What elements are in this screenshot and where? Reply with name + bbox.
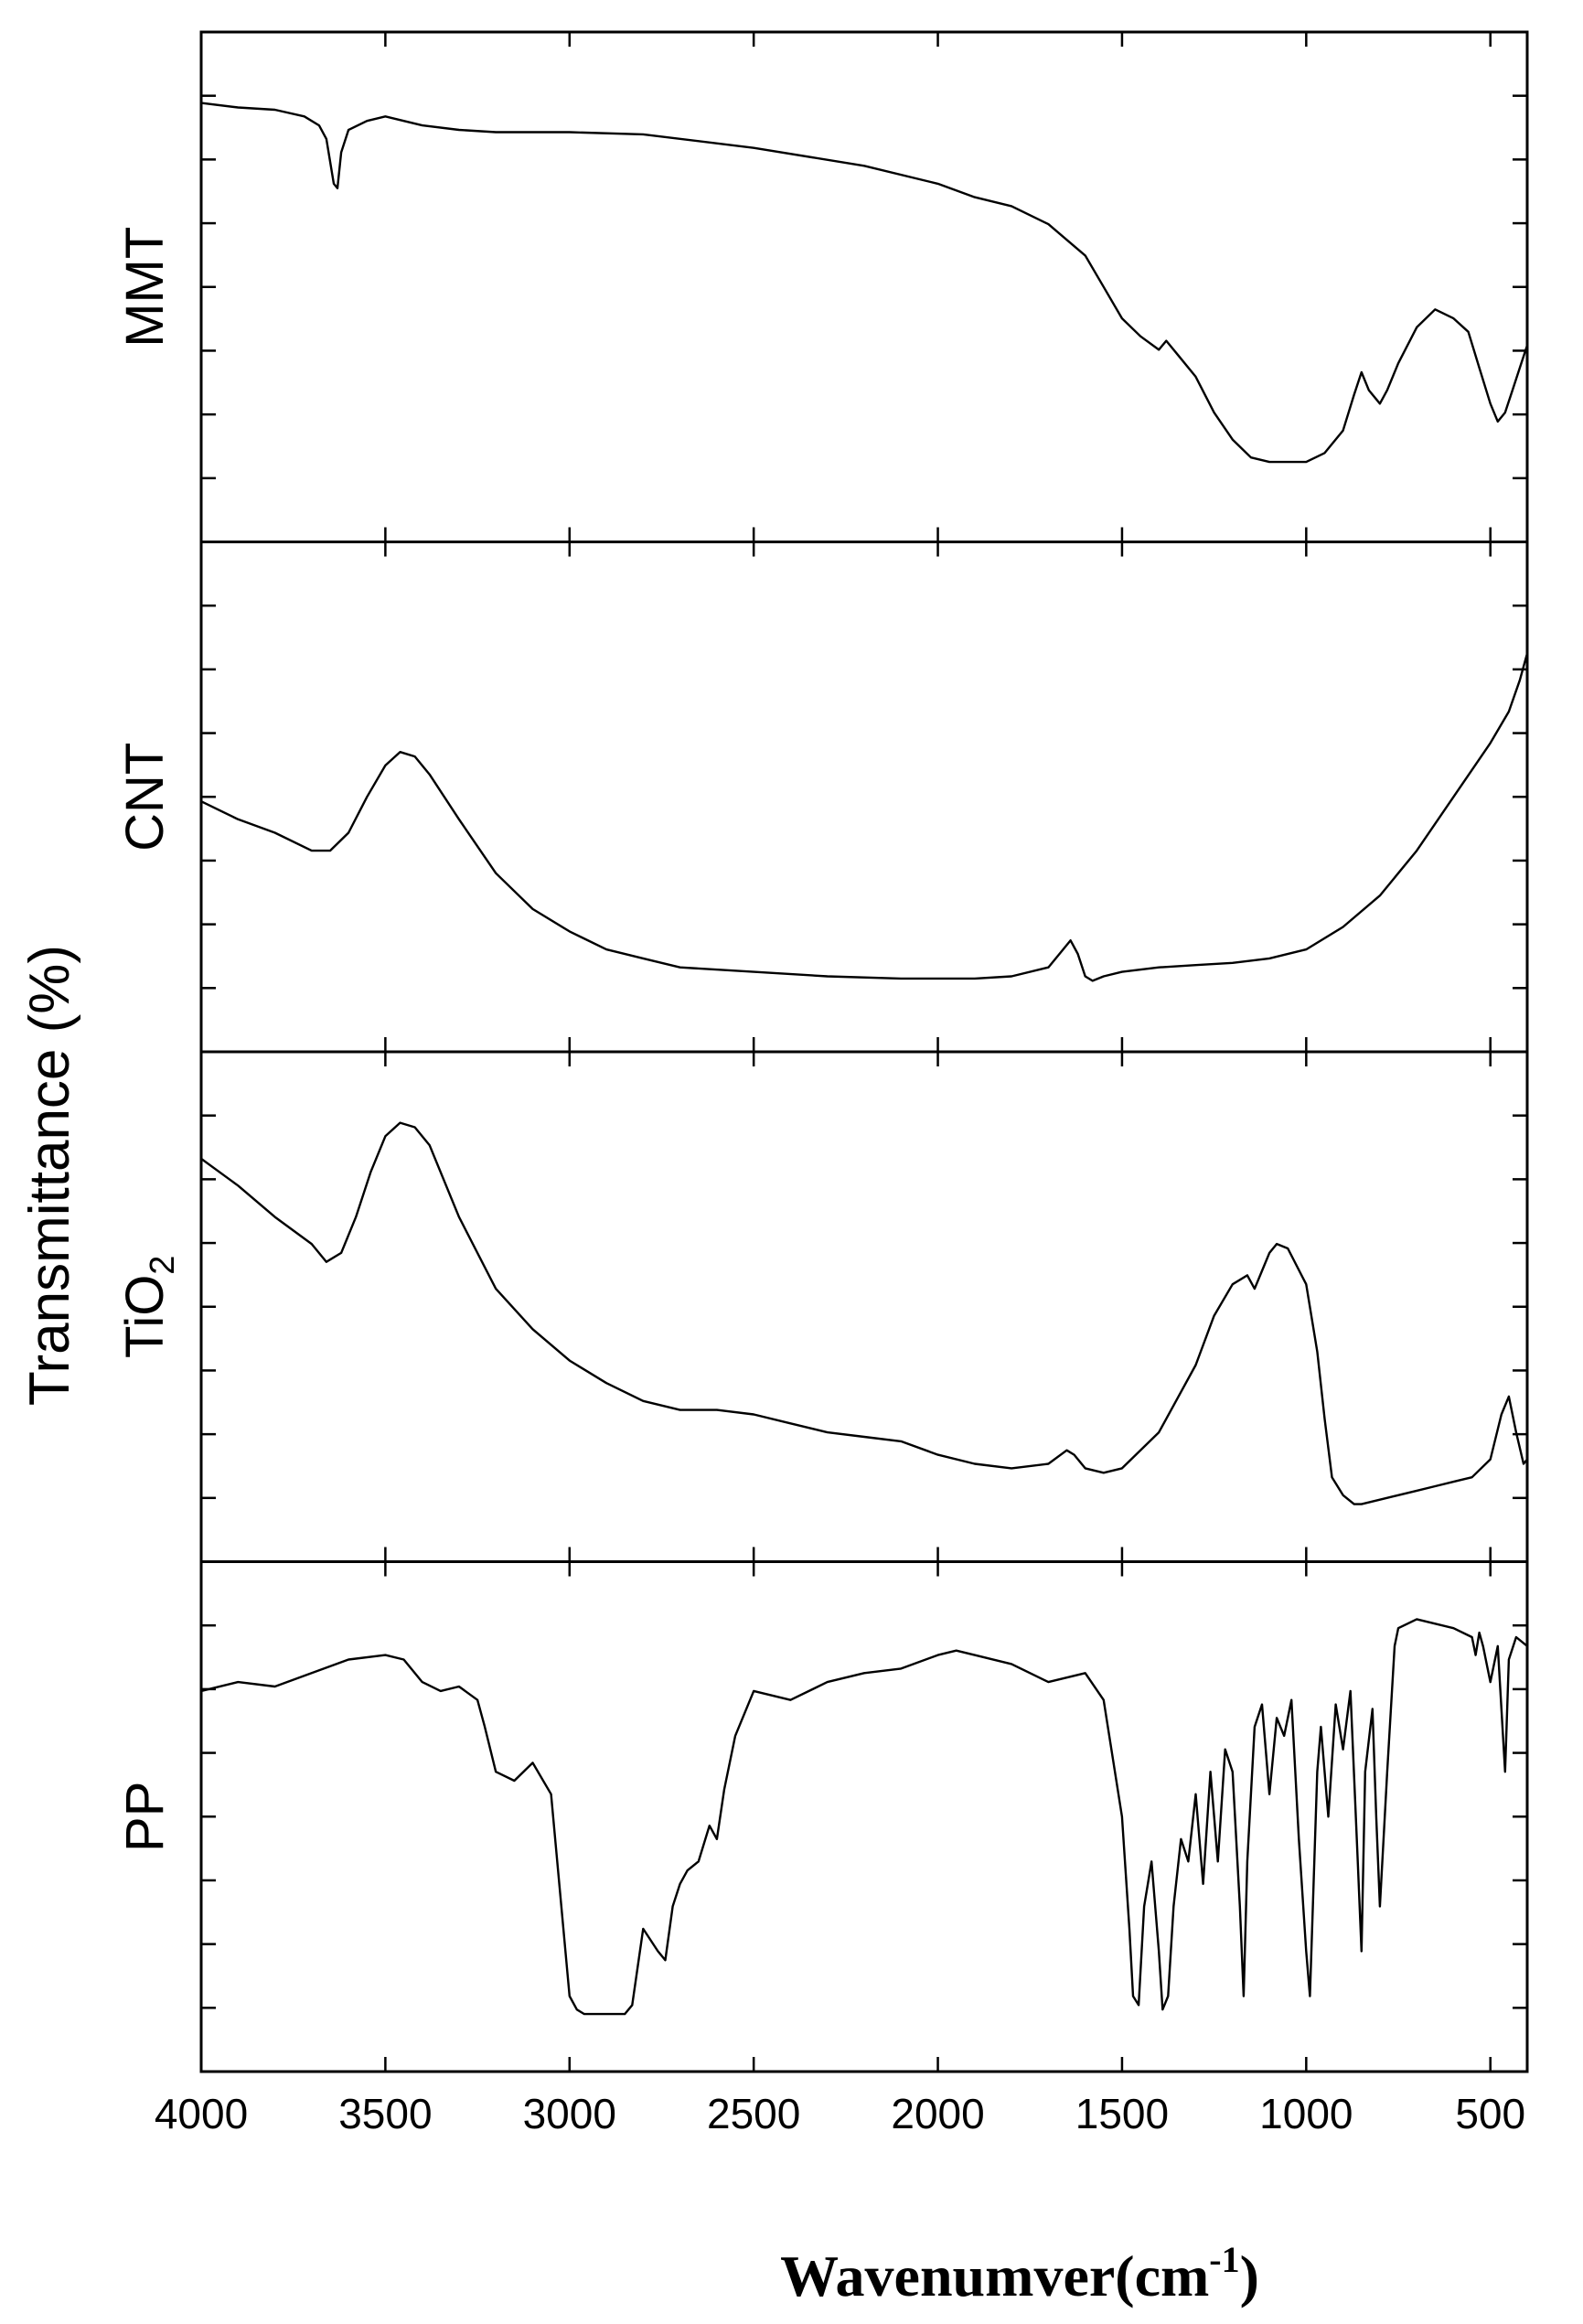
- axis-frame-group: [199, 30, 1529, 2073]
- x-axis-label-end: ): [1240, 2244, 1259, 2308]
- x-axis-label: Wavenumver(cm-1): [780, 2239, 1259, 2308]
- panel-label-tio2: TiO2: [115, 1256, 182, 1358]
- series-line-mmt: [200, 102, 1529, 464]
- panel-label-main-cnt: CNT: [115, 743, 175, 851]
- x-tick-label: 2500: [707, 2090, 800, 2137]
- panel-frame-cnt: [199, 541, 1529, 1054]
- x-tick-label: 1000: [1259, 2090, 1353, 2137]
- x-tick-label: 3000: [523, 2090, 616, 2137]
- panel-label-cnt: CNT: [115, 743, 175, 851]
- panel-label-mmt: MMT: [115, 227, 175, 348]
- x-axis-label-sup: -1: [1209, 2239, 1239, 2280]
- panel-label-pp: PP: [115, 1782, 175, 1852]
- x-ticks-group: 4000 3500 3000 2500 2000 1500 1000 500: [155, 2090, 1525, 2137]
- x-tick-label: 4000: [155, 2090, 248, 2137]
- x-tick-label: 1500: [1075, 2090, 1169, 2137]
- x-tick-label: 3500: [338, 2090, 432, 2137]
- x-axis-label-main: Wavenumver(cm: [780, 2244, 1209, 2308]
- x-tick-label: 500: [1455, 2090, 1525, 2137]
- series-lines-group: [200, 102, 1529, 2016]
- y-axis-label: Transmittance (%): [18, 945, 81, 1406]
- series-line-pp: [200, 1618, 1528, 2016]
- panel-labels-group: MMT CNT TiO2 PP: [115, 227, 182, 1852]
- panel-label-main-mmt: MMT: [115, 227, 175, 348]
- panel-label-sub-tio2: 2: [144, 1256, 182, 1275]
- panel-frame-mmt: [199, 30, 1529, 543]
- series-line-tio2: [200, 1121, 1528, 1505]
- panel-label-main-tio2: TiO: [115, 1275, 175, 1358]
- x-tick-label: 2000: [891, 2090, 984, 2137]
- panel-frame-tio2: [199, 1050, 1529, 1563]
- series-line-cnt: [200, 652, 1529, 982]
- panel-label-main-pp: PP: [115, 1782, 175, 1852]
